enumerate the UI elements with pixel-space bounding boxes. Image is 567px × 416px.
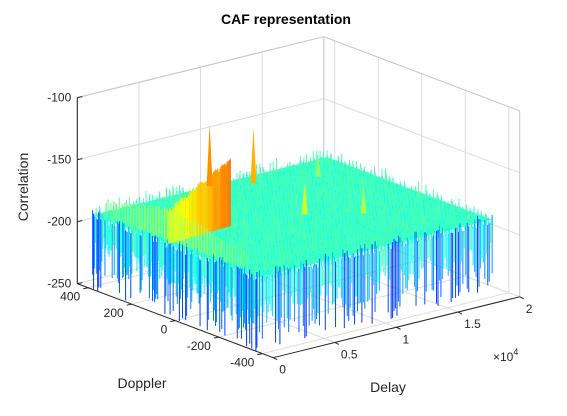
z-tick-mark xyxy=(77,96,83,99)
y-tick-label: -200 xyxy=(187,339,211,353)
z-tick-mark xyxy=(77,282,83,285)
y-tick-mark xyxy=(213,336,219,339)
z-tick-label: -150 xyxy=(47,153,71,167)
axes-layer: 0 0.5 1 1.5 2 -400 -200 0 200 400-250 -200 -150 -100 xyxy=(47,91,532,377)
correlation-peak xyxy=(250,127,257,184)
z-tick-label: -200 xyxy=(47,215,71,229)
x-axis-exponent: ×104 xyxy=(493,347,518,364)
y-tick-label: 0 xyxy=(161,323,168,337)
z-tick-label: -250 xyxy=(47,277,71,291)
y-tick-mark xyxy=(83,287,89,290)
surface-layer xyxy=(92,124,493,351)
x-exponent-power: 4 xyxy=(513,347,518,357)
x-exponent-base: ×10 xyxy=(493,350,514,364)
y-tick-mark xyxy=(257,353,263,356)
correlation-peak xyxy=(315,154,322,177)
correlation-peak xyxy=(360,186,367,214)
x-tick-label: 0 xyxy=(279,363,286,377)
y-grid-floor-line xyxy=(262,292,509,355)
z-tick-label: -100 xyxy=(47,91,71,105)
z-grid-sidewall-line xyxy=(323,98,520,174)
x-tick-mark xyxy=(334,342,340,345)
x-tick-mark xyxy=(396,326,401,330)
x-tick-label: 2 xyxy=(526,302,533,316)
chart-title: CAF representation xyxy=(221,11,351,27)
y-tick-label: 200 xyxy=(104,306,124,320)
correlation-peak xyxy=(206,124,213,187)
box-edge xyxy=(323,36,520,112)
z-tick-mark xyxy=(77,220,83,223)
x-tick-mark xyxy=(272,357,278,361)
x-tick-label: 0.5 xyxy=(341,347,358,361)
x-tick-label: 1.5 xyxy=(464,317,481,331)
y-tick-mark xyxy=(126,303,132,306)
y-tick-label: -400 xyxy=(230,356,254,370)
x-tick-mark xyxy=(457,311,463,315)
correlation-peak xyxy=(178,209,185,241)
x-axis-label: Delay xyxy=(370,379,406,395)
y-tick-mark xyxy=(170,320,176,323)
y-axis-label: Doppler xyxy=(117,375,166,391)
x-tick-mark xyxy=(519,296,524,300)
z-tick-mark xyxy=(77,158,83,161)
x-tick-label: 1 xyxy=(402,332,409,346)
z-axis-label: Correlation xyxy=(15,153,31,221)
box-edge xyxy=(77,36,324,99)
correlation-peak xyxy=(301,180,308,215)
z-grid-backwall-line xyxy=(77,98,324,161)
y-tick-label: 400 xyxy=(60,290,80,304)
